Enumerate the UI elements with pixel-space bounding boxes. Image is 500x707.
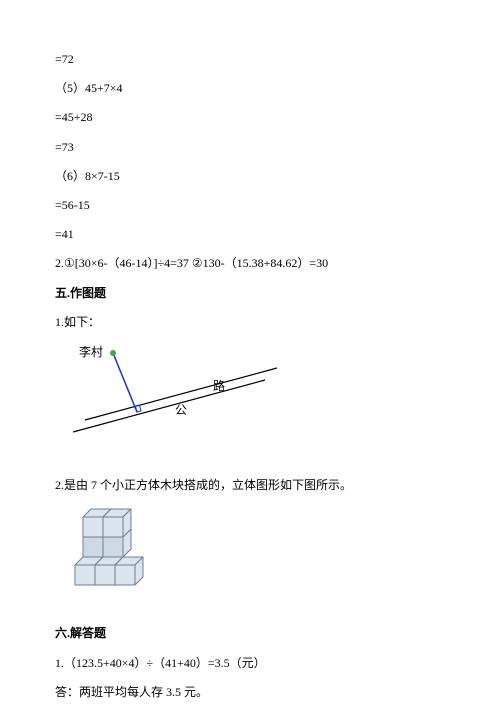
cube-face <box>103 517 123 537</box>
road-label-1: 路 <box>213 378 225 393</box>
village-point-icon <box>110 350 116 356</box>
calc-line-6: =56-15 <box>55 196 445 215</box>
cubes-figure <box>55 505 445 606</box>
section-6-title: 六.解答题 <box>55 624 445 643</box>
cube-face <box>83 517 103 537</box>
calc-line-4: =73 <box>55 138 445 157</box>
calc-line-5: （6）8×7-15 <box>55 167 445 186</box>
perpendicular-line <box>113 353 137 412</box>
calc-line-8: 2.①[30×6-（46-14）]÷4=37 ②130-（15.38+84.62… <box>55 254 445 273</box>
road-figure: 李村 路 公 <box>55 342 445 458</box>
cube-face <box>115 565 135 585</box>
calc-line-1: =72 <box>55 50 445 69</box>
cube-face <box>75 565 95 585</box>
section-6-item-1: 1.（123.5+40×4）÷（41+40）=3.5（元） <box>55 654 445 673</box>
cube-face <box>83 537 103 557</box>
section-5-item-2: 2.是由 7 个小正方体木块搭成的，立体图形如下图所示。 <box>55 476 445 495</box>
calc-line-7: =41 <box>55 225 445 244</box>
section-5-item-1: 1.如下： <box>55 313 445 332</box>
section-6-answer-1: 答：两班平均每人存 3.5 元。 <box>55 683 445 702</box>
calc-line-3: =45+28 <box>55 108 445 127</box>
village-label: 李村 <box>79 344 103 359</box>
cube-face <box>103 537 123 557</box>
road-label-2: 公 <box>175 403 187 417</box>
section-5-title: 五.作图题 <box>55 284 445 303</box>
cube-face <box>95 565 115 585</box>
road-line-lower <box>73 380 265 432</box>
calc-line-2: （5）45+7×4 <box>55 79 445 98</box>
